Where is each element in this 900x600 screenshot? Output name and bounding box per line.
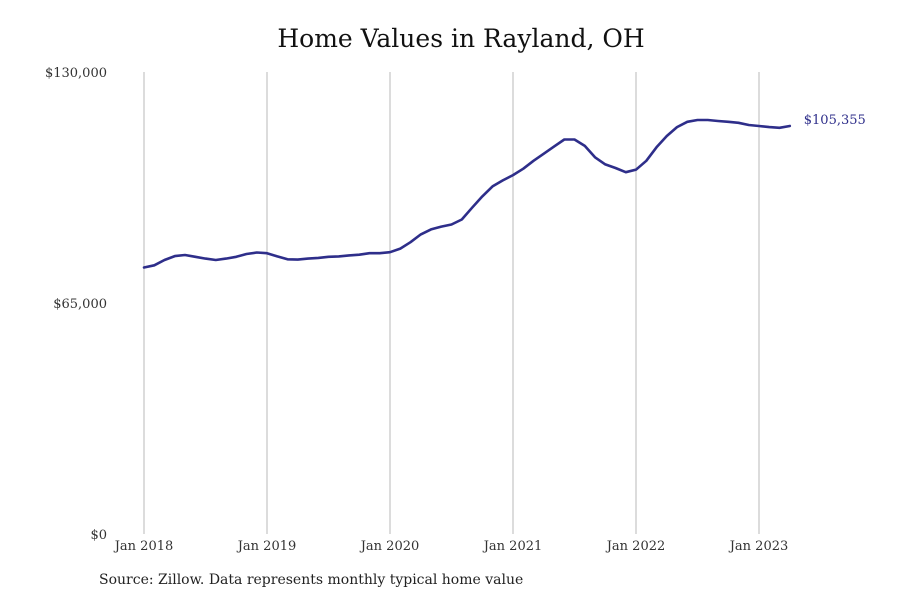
end-value-label: $105,355 (804, 113, 866, 128)
chart-title: Home Values in Rayland, OH (277, 24, 645, 53)
source-note: Source: Zillow. Data represents monthly … (99, 572, 524, 588)
x-tick-label: Jan 2022 (605, 539, 666, 554)
y-tick-label: $65,000 (53, 297, 107, 312)
y-tick-label: $130,000 (45, 66, 107, 81)
x-tick-label: Jan 2018 (113, 539, 174, 554)
x-tick-label: Jan 2021 (482, 539, 543, 554)
x-tick-label: Jan 2019 (236, 539, 297, 554)
x-tick-label: Jan 2020 (359, 539, 420, 554)
x-tick-label: Jan 2023 (728, 539, 789, 554)
series-line (142, 118, 792, 269)
y-tick-label: $0 (90, 528, 107, 543)
